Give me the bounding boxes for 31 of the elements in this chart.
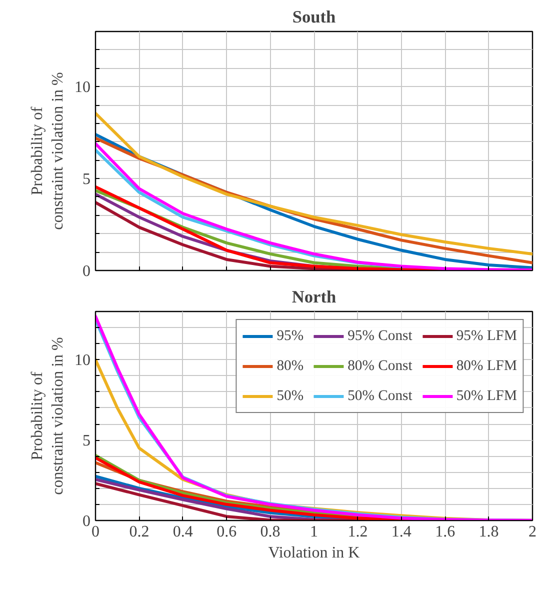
y-tick-label: 10 — [74, 79, 90, 96]
legend-label: 80% LFM — [456, 358, 517, 374]
x-tick-label: 1.6 — [435, 524, 456, 540]
legend-label: 80% — [276, 358, 304, 374]
legend-label: 50% LFM — [456, 388, 517, 404]
x-tick-label: 1 — [310, 524, 318, 540]
y-axis-title: Probability of constraint violation in % — [29, 72, 66, 230]
chart-title: South — [292, 8, 336, 26]
x-tick-label: 1.8 — [478, 524, 499, 540]
x-tick-label: 2 — [528, 524, 536, 540]
x-tick-label: 0.2 — [129, 524, 150, 540]
y-tick-label: 0 — [82, 513, 90, 530]
x-tick-label: 1.2 — [348, 524, 368, 540]
x-axis-title: Violation in K — [268, 544, 360, 562]
legend-label: 50% — [276, 388, 304, 404]
legend-label: 95% Const — [348, 328, 412, 344]
legend-label: 95% — [276, 328, 304, 344]
y-tick-label: 0 — [82, 263, 90, 280]
x-tick-label: 0.4 — [172, 524, 193, 540]
x-tick-label: 0.6 — [216, 524, 237, 540]
chart-title: North — [292, 288, 336, 306]
legend-label: 50% Const — [348, 388, 412, 404]
y-tick-label: 5 — [82, 432, 90, 450]
x-tick-label: 0.8 — [260, 524, 280, 540]
y-axis-title: Probability of constraint violation in % — [29, 337, 66, 495]
line-series — [96, 112, 532, 256]
y-tick-label: 10 — [74, 352, 90, 370]
legend-label: 80% Const — [348, 358, 412, 374]
x-tick-label: 1.4 — [391, 524, 412, 540]
y-tick-label: 5 — [82, 171, 90, 188]
legend-label: 95% LFM — [456, 328, 517, 344]
